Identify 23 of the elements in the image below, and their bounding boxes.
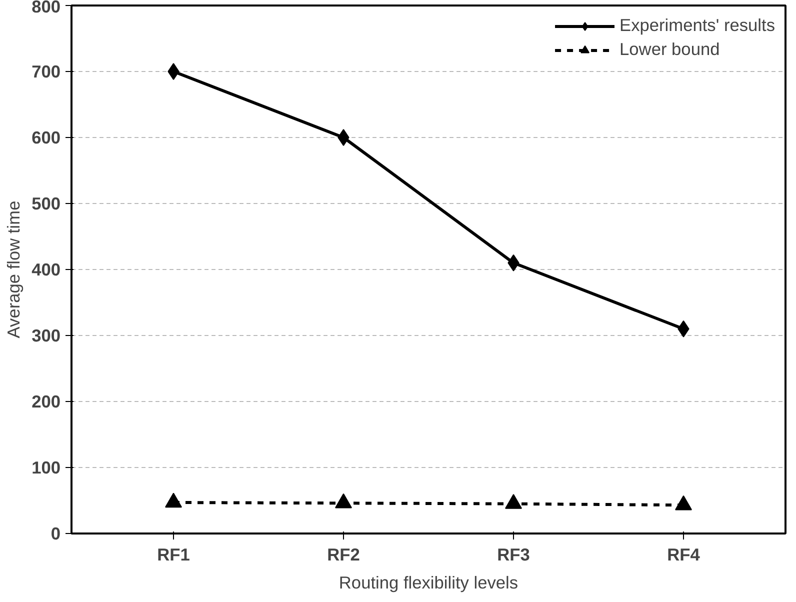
y-tick-label: 200 xyxy=(32,392,61,412)
point xyxy=(505,494,522,509)
point xyxy=(168,63,180,80)
point xyxy=(165,492,182,508)
point xyxy=(335,493,352,508)
y-tick-label: 100 xyxy=(32,458,61,478)
y-tick-label: 800 xyxy=(32,0,61,16)
point xyxy=(338,129,350,146)
point xyxy=(675,495,692,510)
y-tick-label: 400 xyxy=(32,260,61,280)
y-tick-label: 700 xyxy=(32,62,61,82)
y-tick-label: 500 xyxy=(32,194,61,214)
x-tick-label: RF4 xyxy=(667,544,700,564)
legend-label: Experiments' results xyxy=(620,15,775,36)
x-tick-label: RF2 xyxy=(327,544,360,564)
y-tick-label: 0 xyxy=(50,524,61,544)
x-axis-title: Routing flexibility levels xyxy=(338,572,518,592)
y-axis-title: Average flow time xyxy=(4,200,24,338)
x-tick-label: RF3 xyxy=(497,544,530,564)
x-tick-label: RF1 xyxy=(157,544,190,564)
y-tick-label: 600 xyxy=(32,128,61,148)
legend-label: Lower bound xyxy=(620,39,720,60)
y-tick-label: 300 xyxy=(32,326,61,346)
